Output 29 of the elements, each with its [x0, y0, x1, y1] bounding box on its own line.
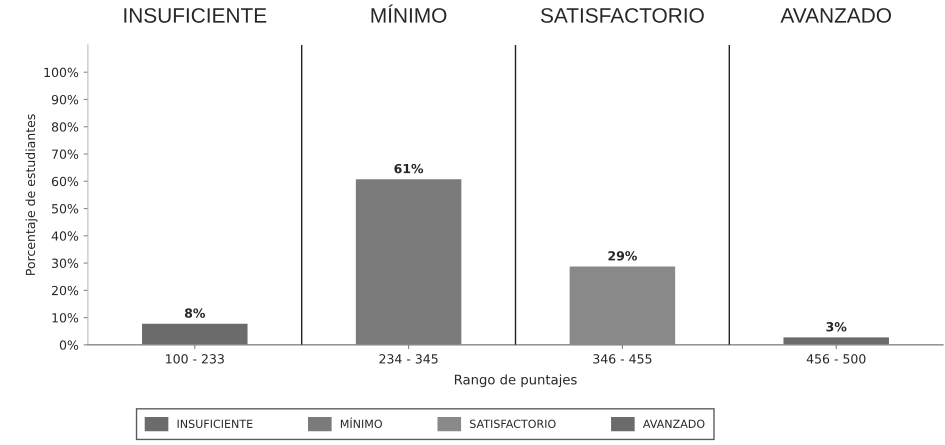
y-axis-title: Porcentaje de estudiantes — [25, 114, 38, 275]
y-tick-label: 30% — [52, 258, 78, 268]
text: SATISFACTORIO — [540, 8, 704, 23]
text: 3% — [826, 322, 846, 332]
y-tick-label: 20% — [52, 286, 78, 296]
y-tick-label: 60% — [52, 176, 78, 186]
y-tick-label: 70% — [52, 149, 78, 159]
y-tick-label: 50% — [52, 204, 78, 214]
legend-label: MÍNIMO — [340, 418, 382, 428]
x-axis-title: Rango de puntajes — [454, 374, 577, 388]
y-tick-label: 10% — [52, 313, 78, 323]
text: INSUFICIENTE — [124, 8, 266, 23]
y-tick-label: 40% — [52, 231, 78, 241]
x-tick-label: 234 - 345 — [379, 354, 438, 364]
y-tick-label: 0% — [60, 340, 78, 350]
y-tick-label: 90% — [52, 94, 78, 104]
text: MÍNIMO — [372, 4, 446, 23]
legend-label: SATISFACTORIO — [470, 420, 556, 428]
x-tick-label: 456 - 500 — [806, 354, 866, 364]
y-tick-label: 80% — [52, 122, 78, 132]
x-tick-label: 100 - 233 — [166, 354, 224, 364]
legend-label: AVANZADO — [642, 420, 704, 428]
y-tick-label: 100% — [44, 68, 78, 78]
text: AVANZADO — [780, 8, 891, 23]
text: 29% — [608, 251, 637, 261]
legend-label: INSUFICIENTE — [178, 420, 252, 428]
text: 8% — [184, 308, 205, 318]
text: 61% — [394, 164, 424, 174]
x-tick-label: 346 - 455 — [593, 354, 652, 364]
